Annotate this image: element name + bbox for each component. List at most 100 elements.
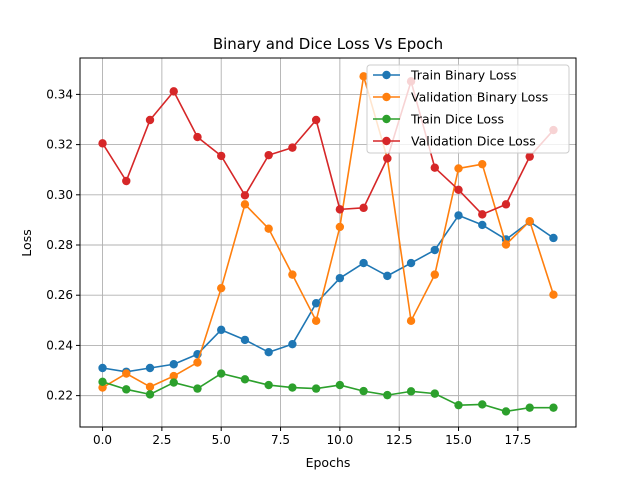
data-point	[478, 220, 487, 230]
data-point	[193, 358, 202, 367]
data-point	[311, 299, 321, 308]
data-series	[98, 72, 558, 416]
legend-label: Train Dice Loss	[410, 112, 504, 127]
data-point	[359, 203, 368, 213]
data-point	[383, 271, 392, 281]
data-point	[454, 185, 463, 194]
x-tick-label: 0.0	[93, 433, 112, 447]
data-point	[501, 407, 511, 416]
data-point	[169, 378, 178, 387]
y-tick-label: 0.28	[46, 238, 73, 252]
data-point	[454, 211, 463, 220]
data-point	[335, 205, 345, 214]
x-axis-label: Epochs	[306, 455, 351, 470]
data-point	[359, 258, 368, 268]
legend-marker	[382, 70, 391, 80]
data-point	[549, 403, 558, 412]
data-point	[335, 273, 345, 283]
data-point	[430, 163, 439, 172]
data-point	[217, 325, 226, 335]
data-point	[240, 375, 250, 384]
x-tick-label: 12.5	[386, 433, 413, 447]
legend-item: Train Binary Loss	[373, 68, 517, 83]
series-line	[102, 214, 554, 373]
data-point	[169, 360, 178, 369]
y-tick-label: 0.34	[46, 87, 73, 101]
x-tick-label: 17.5	[504, 433, 531, 447]
data-point	[454, 164, 463, 173]
data-point	[549, 233, 558, 243]
data-point	[122, 385, 131, 394]
data-point	[549, 290, 558, 299]
data-point	[240, 335, 250, 345]
legend-label: Train Binary Loss	[410, 68, 517, 83]
data-point	[193, 384, 202, 393]
x-tick-label: 7.5	[271, 433, 290, 447]
data-point	[122, 369, 131, 378]
data-point	[217, 369, 226, 378]
data-point	[383, 390, 392, 400]
data-point	[264, 380, 273, 390]
data-point	[406, 258, 416, 268]
data-point	[217, 283, 226, 293]
data-point	[98, 377, 107, 387]
data-point	[430, 389, 439, 398]
legend-item: Validation Dice Loss	[373, 134, 536, 149]
legend-item: Train Dice Loss	[373, 112, 504, 127]
data-point	[98, 139, 107, 148]
data-point	[525, 152, 534, 161]
data-point	[335, 222, 345, 232]
data-point	[145, 382, 155, 392]
x-tick-label: 2.5	[152, 433, 171, 447]
y-tick-label: 0.24	[46, 338, 73, 352]
data-point	[359, 72, 368, 81]
data-point	[288, 383, 297, 392]
axis-ticks: 0.0 2.5 5.0 7.5 10.0 12.5 15.0 17.5 0.22 0.24 0.26…	[46, 87, 531, 447]
data-point	[122, 176, 131, 186]
y-tick-label: 0.22	[46, 389, 73, 403]
data-point	[335, 380, 345, 390]
data-point	[169, 87, 178, 96]
data-point	[240, 200, 250, 209]
data-point	[145, 363, 155, 373]
legend-marker	[382, 92, 391, 102]
data-point	[430, 245, 439, 255]
legend-item: Validation Binary Loss	[373, 90, 548, 105]
data-point	[501, 200, 511, 209]
data-point	[217, 151, 226, 161]
data-point	[145, 390, 155, 399]
data-point	[406, 387, 416, 396]
data-point	[98, 363, 107, 373]
y-tick-label: 0.30	[46, 188, 73, 202]
x-tick-label: 10.0	[327, 433, 354, 447]
data-point	[311, 316, 321, 326]
y-tick-label: 0.32	[46, 138, 73, 152]
data-point	[478, 159, 487, 169]
data-point	[264, 150, 273, 160]
data-point	[288, 339, 297, 349]
data-point	[264, 224, 273, 233]
chart-title: Binary and Dice Loss Vs Epoch	[213, 35, 443, 53]
data-point	[525, 403, 534, 412]
data-point	[169, 371, 178, 381]
legend-label: Validation Binary Loss	[411, 90, 548, 105]
legend-box	[366, 64, 570, 154]
data-point	[525, 216, 534, 226]
data-point	[406, 316, 416, 326]
x-tick-label: 15.0	[445, 433, 472, 447]
legend-marker	[382, 114, 391, 124]
data-point	[311, 115, 321, 125]
legend-label: Validation Dice Loss	[411, 134, 536, 149]
data-point	[145, 115, 155, 125]
legend: Train Binary Loss Validation Binary Loss T…	[366, 64, 570, 154]
data-point	[478, 210, 487, 219]
data-point	[383, 154, 392, 163]
data-point	[193, 132, 202, 142]
data-point	[359, 386, 368, 396]
series-0	[98, 211, 558, 376]
series-2	[98, 369, 558, 416]
data-point	[501, 240, 511, 249]
data-point	[430, 270, 439, 279]
data-point	[288, 270, 297, 279]
